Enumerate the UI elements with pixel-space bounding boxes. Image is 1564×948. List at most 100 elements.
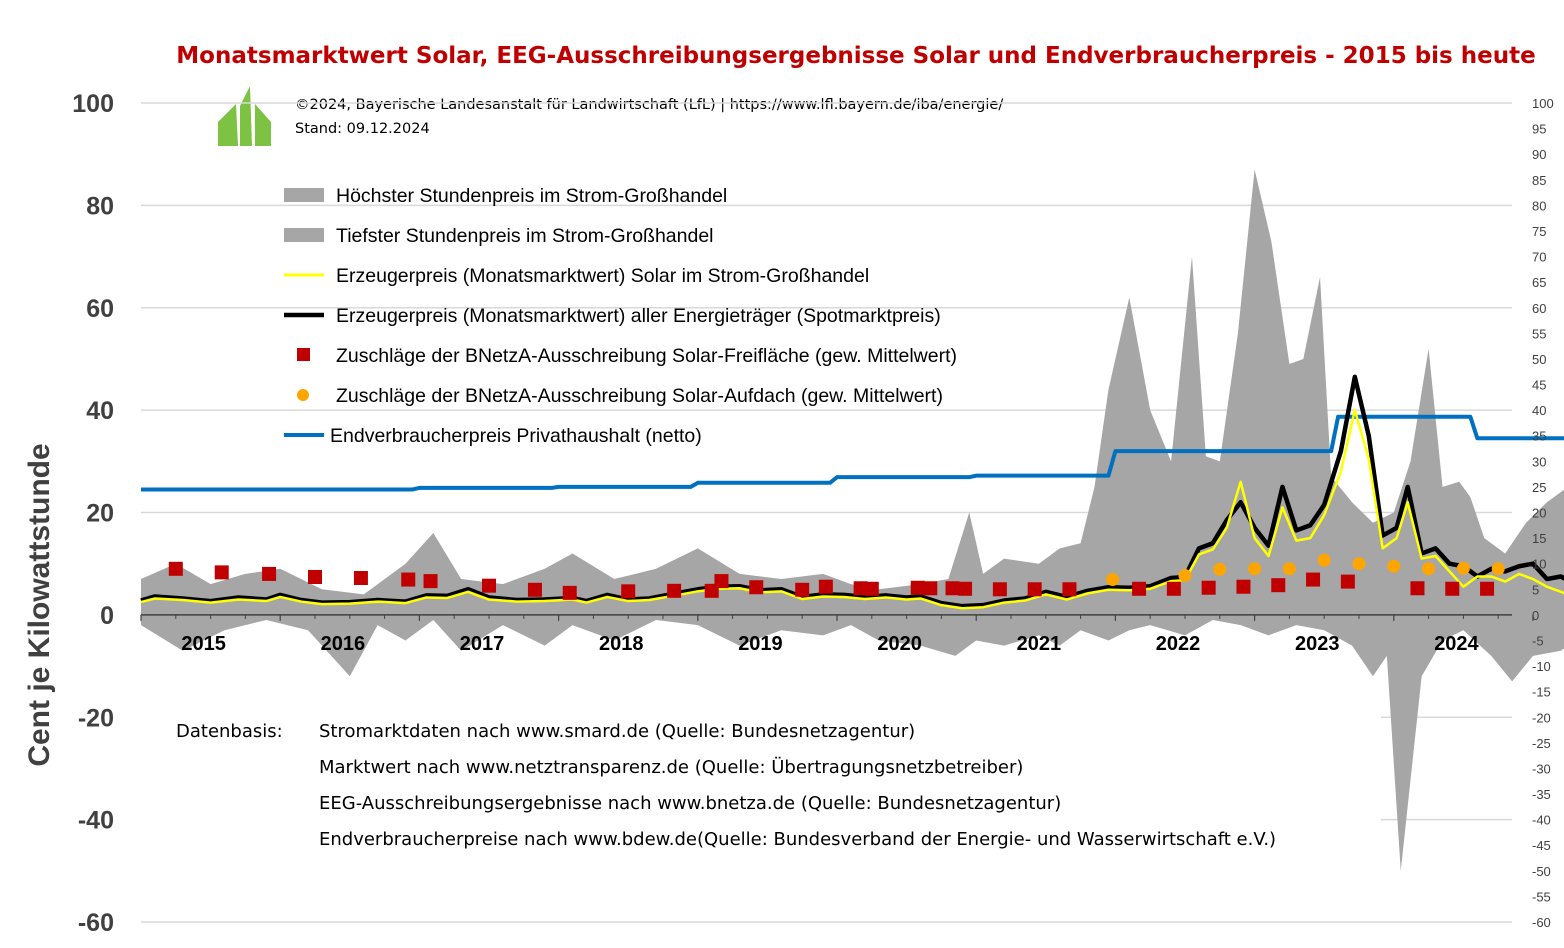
legend-label: Zuschläge der BNetzA-Ausschreibung Solar… [336,345,957,367]
y-tick-label-left: 0 [100,602,114,630]
source-line: Stromarktdaten nach www.smard.de (Quelle… [319,721,915,742]
axes: 100806040200-20-40-601009590858075706560… [72,90,1553,937]
freiflaeche-marker [1166,581,1181,596]
freiflaeche-marker [168,561,183,576]
y-tick-label-left: 40 [86,397,114,425]
logo-leaf-center [240,86,252,146]
legend-swatch-freiflaeche [297,348,310,361]
legend-label: Erzeugerpreis (Monatsmarktwert) Solar im… [336,265,869,287]
series-solar-line [140,408,1564,610]
aufdach-marker [1317,553,1331,567]
freiflaeche-marker [1410,581,1425,596]
x-tick-label: 2021 [1017,633,1062,655]
logo-leaf-right [255,104,271,146]
x-tick-label: 2022 [1156,633,1201,655]
y-tick-label-right: -35 [1532,787,1551,802]
y-tick-label-right: -10 [1532,659,1551,674]
y-tick-label-right: 85 [1532,173,1546,188]
freiflaeche-marker [923,581,938,596]
y-tick-label-right: 45 [1532,378,1546,393]
freiflaeche-marker [1445,581,1460,596]
y-tick-label-right: 20 [1532,506,1546,521]
freiflaeche-marker [1062,582,1077,597]
aufdach-marker [1178,568,1192,582]
y-tick-label-left: 100 [72,90,114,118]
aufdach-marker [1213,562,1227,576]
y-tick-label-right: -15 [1532,685,1551,700]
source-line: Marktwert nach www.netztransparenz.de (Q… [319,756,1023,778]
legend-label: Endverbraucherpreis Privathaushalt (nett… [330,425,702,447]
freiflaeche-marker [795,582,810,597]
y-axis-label: Cent je Kilowattstunde [23,443,56,766]
freiflaeche-marker [667,583,682,598]
y-tick-label-right: -20 [1532,710,1551,725]
legend-label: Zuschläge der BNetzA-Ausschreibung Solar… [336,385,943,407]
x-tick-label: 2020 [877,633,922,655]
y-tick-label-right: 70 [1532,250,1546,265]
freiflaeche-marker [1132,581,1147,596]
aufdach-marker [1387,559,1401,573]
legend-swatch-aufdach [297,389,309,401]
y-tick-label-right: -25 [1532,736,1551,751]
freiflaeche-marker [1480,581,1495,596]
freiflaeche-marker [1306,572,1321,587]
sources-label: Datenbasis: [176,721,283,742]
y-tick-label-right: 15 [1532,531,1546,546]
credit-line: ©2024, Bayerische Landesanstalt für Land… [295,97,1003,113]
freiflaeche-marker [864,581,879,596]
y-tick-label-right: -5 [1532,633,1544,648]
y-tick-label-right: 60 [1532,301,1546,316]
y-tick-label-right: 40 [1532,403,1546,418]
chart-title: Monatsmarktwert Solar, EEG-Ausschreibung… [176,43,1535,69]
freiflaeche-marker [1340,574,1355,589]
y-tick-label-right: 55 [1532,326,1546,341]
freiflaeche-marker [423,574,438,589]
y-tick-label-right: 5 [1532,582,1539,597]
freiflaeche-marker [621,584,636,599]
y-tick-label-right: -45 [1532,838,1551,853]
y-tick-label-right: 0 [1532,608,1539,623]
y-tick-label-right: 100 [1532,96,1554,111]
y-tick-label-right: 80 [1532,198,1546,213]
data-sources: Datenbasis: Stromarktdaten nach www.smard… [141,705,1381,865]
aufdach-marker [1352,557,1366,571]
freiflaeche-marker [910,580,925,595]
y-tick-label-left: 60 [86,295,114,323]
y-tick-label-right: 50 [1532,352,1546,367]
freiflaeche-marker [992,582,1007,597]
source-line: Endverbraucherpreise nach www.bdew.de(Qu… [319,829,1276,850]
legend-label: Erzeugerpreis (Monatsmarktwert) aller En… [336,305,941,327]
freiflaeche-marker [262,566,277,581]
freiflaeche-marker [1236,579,1251,594]
freiflaeche-marker [1271,578,1286,593]
freiflaeche-marker [1201,580,1216,595]
freiflaeche-marker [945,581,960,596]
stand-date: Stand: 09.12.2024 [295,121,430,137]
y-tick-label-right: 95 [1532,122,1546,137]
y-tick-label-left: 20 [86,500,114,528]
freiflaeche-marker [714,574,729,589]
aufdach-marker [1422,562,1436,576]
freiflaeche-marker [214,565,229,580]
aufdach-marker [1282,562,1296,576]
y-tick-label-right: -40 [1532,813,1551,828]
sources-panel [141,705,1381,865]
y-tick-label-right: -60 [1532,915,1551,930]
freiflaeche-marker [853,581,868,596]
y-tick-label-right: 75 [1532,224,1546,239]
y-tick-label-left: -60 [78,909,114,937]
y-tick-label-left: -20 [78,704,114,732]
x-tick-label: 2018 [599,633,644,655]
logo-leaf-left [218,104,238,146]
aufdach-marker [1248,562,1262,576]
x-tick-label: 2019 [738,633,783,655]
y-tick-label-right: -30 [1532,761,1551,776]
freiflaeche-marker [818,579,833,594]
series-markers [168,553,1505,600]
x-tick-label: 2023 [1295,633,1340,655]
freiflaeche-marker [353,571,368,586]
legend-label: Höchster Stundenpreis im Strom-Großhande… [336,185,727,207]
x-tick-label: 2016 [321,633,366,655]
x-tick-label: 2024 [1434,633,1479,655]
